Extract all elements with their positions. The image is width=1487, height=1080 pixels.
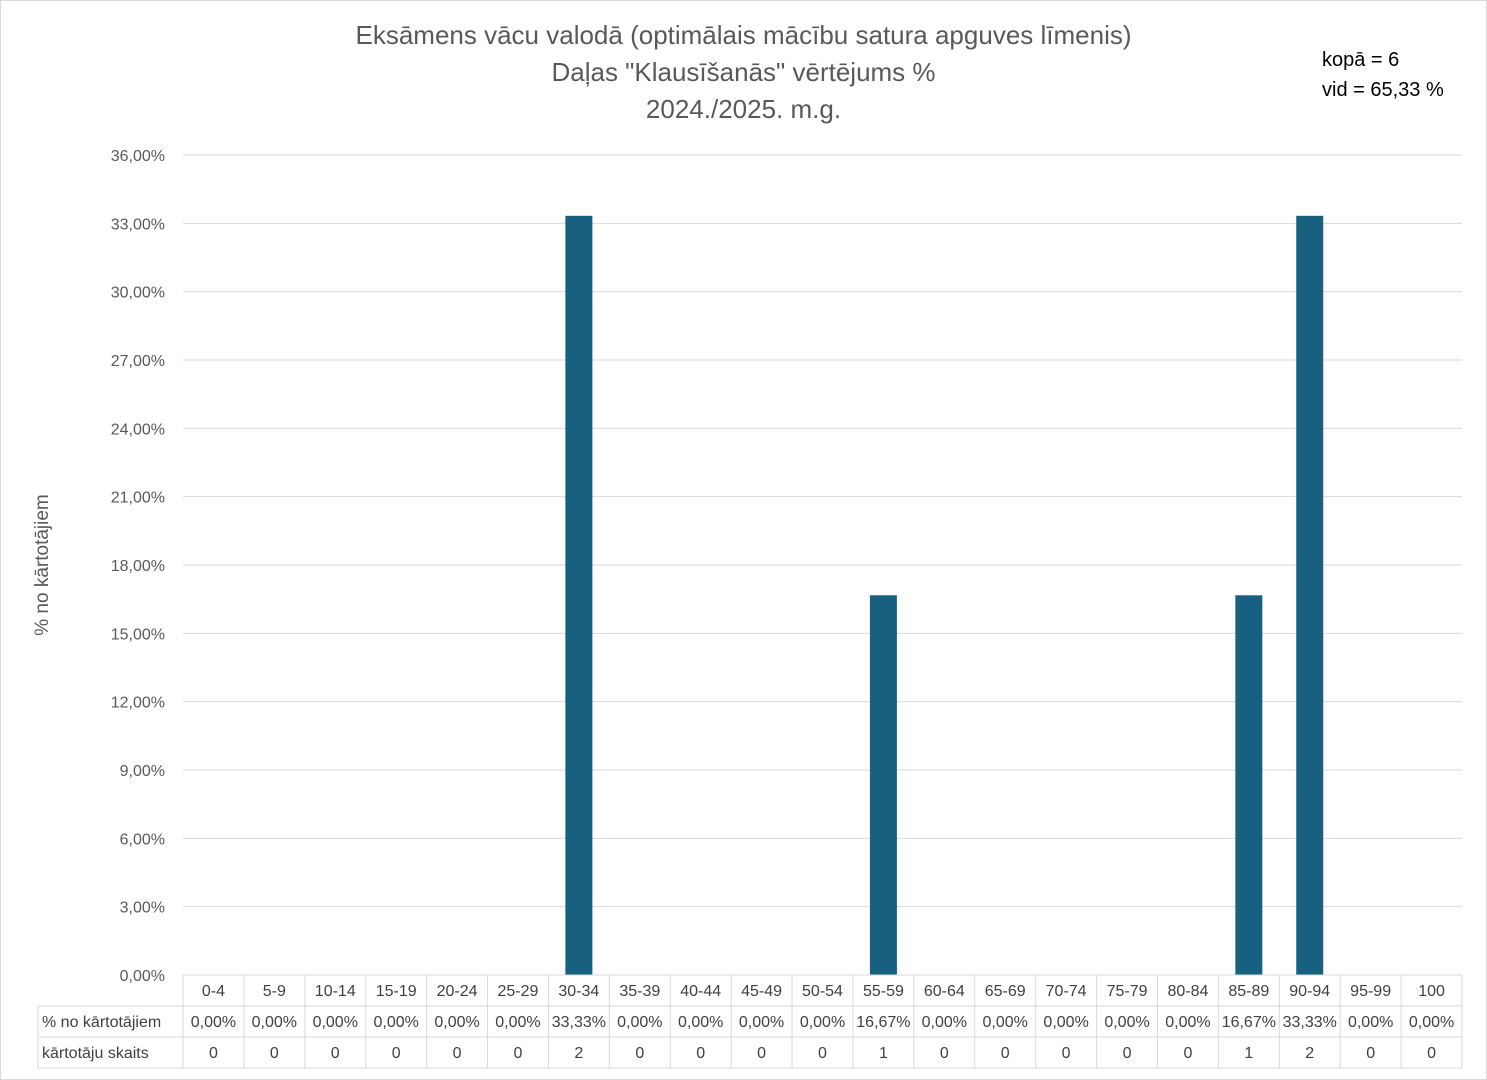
count-cell: 0 <box>1001 1045 1010 1062</box>
x-tick-label: 15-19 <box>376 983 417 1000</box>
table-row-label: % no kārtotājiem <box>42 1014 161 1031</box>
x-tick-label: 40-44 <box>680 983 721 1000</box>
percent-cell: 33,33% <box>1283 1014 1337 1031</box>
count-cell: 0 <box>514 1045 523 1062</box>
percent-cell: 0,00% <box>434 1014 479 1031</box>
count-cell: 0 <box>1123 1045 1132 1062</box>
percent-cell: 0,00% <box>739 1014 784 1031</box>
x-tick-label: 10-14 <box>315 983 356 1000</box>
count-cell: 0 <box>453 1045 462 1062</box>
y-tick-label: 18,00% <box>111 558 165 575</box>
bar-85-89 <box>1235 595 1263 975</box>
count-cell: 0 <box>1427 1045 1436 1062</box>
y-tick-label: 27,00% <box>111 353 165 370</box>
x-tick-label: 65-69 <box>985 983 1026 1000</box>
x-tick-label: 80-84 <box>1167 983 1208 1000</box>
count-cell: 0 <box>940 1045 949 1062</box>
count-cell: 2 <box>574 1045 583 1062</box>
x-tick-label: 25-29 <box>498 983 539 1000</box>
percent-cell: 0,00% <box>313 1014 358 1031</box>
count-cell: 0 <box>392 1045 401 1062</box>
y-tick-label: 6,00% <box>120 831 165 848</box>
chart-subtitle: Daļas "Klausīšanās" vērtējums % <box>551 57 936 87</box>
y-tick-label: 0,00% <box>120 968 165 985</box>
percent-cell: 0,00% <box>1348 1014 1393 1031</box>
count-cell: 0 <box>696 1045 705 1062</box>
percent-cell: 33,33% <box>552 1014 606 1031</box>
x-tick-label: 5-9 <box>263 983 286 1000</box>
percent-cell: 0,00% <box>800 1014 845 1031</box>
y-tick-label: 9,00% <box>120 763 165 780</box>
bar-55-59 <box>869 595 897 975</box>
x-tick-label: 95-99 <box>1350 983 1391 1000</box>
x-tick-label: 0-4 <box>202 983 225 1000</box>
count-cell: 0 <box>209 1045 218 1062</box>
count-cell: 1 <box>1244 1045 1253 1062</box>
count-cell: 0 <box>757 1045 766 1062</box>
percent-cell: 0,00% <box>617 1014 662 1031</box>
table-row-label: kārtotāju skaits <box>42 1045 149 1062</box>
count-cell: 0 <box>635 1045 644 1062</box>
count-cell: 0 <box>1062 1045 1071 1062</box>
count-cell: 0 <box>331 1045 340 1062</box>
percent-cell: 0,00% <box>1104 1014 1149 1031</box>
x-tick-label: 35-39 <box>619 983 660 1000</box>
y-tick-label: 12,00% <box>111 695 165 712</box>
x-tick-label: 75-79 <box>1107 983 1148 1000</box>
average-label: vid = 65,33 % <box>1322 79 1444 101</box>
y-tick-label: 33,00% <box>111 216 165 233</box>
y-tick-label: 3,00% <box>120 900 165 917</box>
count-cell: 0 <box>270 1045 279 1062</box>
percent-cell: 0,00% <box>922 1014 967 1031</box>
percent-cell: 0,00% <box>373 1014 418 1031</box>
y-tick-label: 30,00% <box>111 285 165 302</box>
percent-cell: 0,00% <box>191 1014 236 1031</box>
x-tick-label: 70-74 <box>1046 983 1087 1000</box>
bar-30-34 <box>565 215 593 976</box>
x-tick-label: 50-54 <box>802 983 843 1000</box>
y-tick-label: 15,00% <box>111 626 165 643</box>
percent-cell: 0,00% <box>1043 1014 1088 1031</box>
y-tick-label: 36,00% <box>111 148 165 165</box>
count-cell: 0 <box>1366 1045 1375 1062</box>
x-tick-label: 90-94 <box>1289 983 1330 1000</box>
x-tick-label: 60-64 <box>924 983 965 1000</box>
count-cell: 0 <box>818 1045 827 1062</box>
y-tick-label: 24,00% <box>111 421 165 438</box>
percent-cell: 0,00% <box>678 1014 723 1031</box>
y-tick-label: 21,00% <box>111 490 165 507</box>
x-tick-label: 30-34 <box>558 983 599 1000</box>
count-cell: 1 <box>879 1045 888 1062</box>
x-tick-label: 85-89 <box>1228 983 1269 1000</box>
percent-cell: 0,00% <box>252 1014 297 1031</box>
bar-90-94 <box>1296 215 1324 976</box>
percent-cell: 16,67% <box>856 1014 910 1031</box>
x-tick-label: 55-59 <box>863 983 904 1000</box>
total-count-label: kopā = 6 <box>1322 49 1400 71</box>
percent-cell: 0,00% <box>1409 1014 1454 1031</box>
x-tick-label: 100 <box>1418 983 1445 1000</box>
count-cell: 0 <box>1183 1045 1192 1062</box>
x-tick-label: 20-24 <box>437 983 478 1000</box>
chart-title: Eksāmens vācu valodā (optimālais mācību … <box>355 20 1132 50</box>
count-cell: 2 <box>1305 1045 1314 1062</box>
chart-year: 2024./2025. m.g. <box>645 94 842 124</box>
percent-cell: 0,00% <box>1165 1014 1210 1031</box>
x-tick-label: 45-49 <box>741 983 782 1000</box>
percent-cell: 16,67% <box>1222 1014 1276 1031</box>
percent-cell: 0,00% <box>983 1014 1028 1031</box>
percent-cell: 0,00% <box>495 1014 540 1031</box>
